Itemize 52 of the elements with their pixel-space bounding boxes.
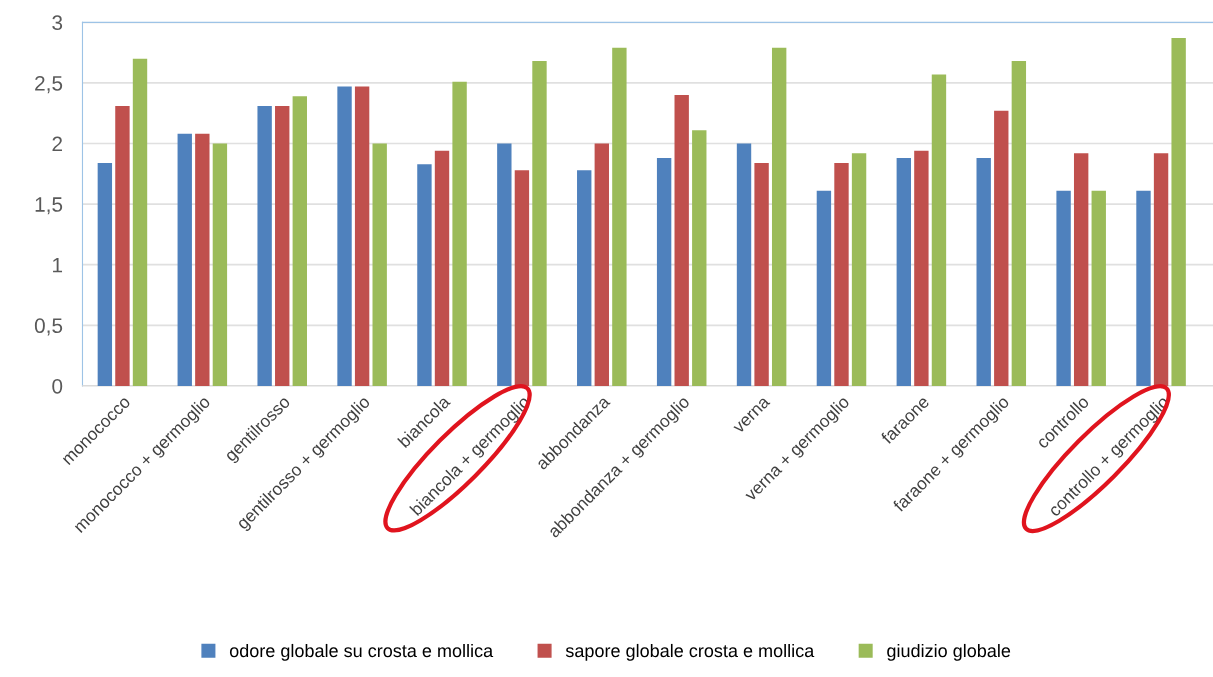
bar <box>754 162 769 386</box>
bar <box>994 110 1009 386</box>
legend-label: giudizio globale <box>887 643 1011 661</box>
bar <box>372 143 387 386</box>
bar <box>1073 153 1089 386</box>
bar <box>115 105 130 386</box>
bar <box>851 153 867 386</box>
bar <box>132 58 148 386</box>
legend-label: odore globale su crosta e mollica <box>229 643 494 661</box>
bar <box>674 95 689 386</box>
y-tick-label: 3 <box>52 15 63 31</box>
bar <box>736 143 752 386</box>
bar <box>292 96 307 386</box>
bar <box>257 105 272 386</box>
bar <box>656 158 672 386</box>
bar <box>195 133 210 386</box>
bar <box>434 150 450 386</box>
bar <box>532 61 547 386</box>
y-tick-label: 0,5 <box>34 318 63 336</box>
bar <box>177 133 192 386</box>
y-tick-label: 1,5 <box>35 197 63 215</box>
bar <box>896 158 911 386</box>
y-tick-label: 1 <box>53 257 63 273</box>
bar <box>514 170 530 386</box>
bar <box>816 190 832 386</box>
bar <box>692 130 707 386</box>
bar <box>612 47 627 386</box>
bar <box>976 158 991 386</box>
bar <box>417 164 432 386</box>
bar <box>931 74 947 386</box>
bar <box>275 105 290 386</box>
bar <box>834 162 849 386</box>
bar <box>1136 190 1151 386</box>
bar <box>594 143 609 386</box>
bar <box>771 47 787 386</box>
bar <box>212 143 228 386</box>
legend-label: sapore globale crosta e mollica <box>565 643 815 661</box>
bar <box>1171 38 1186 386</box>
bar <box>452 81 467 386</box>
bar <box>914 150 929 386</box>
bar <box>1011 61 1027 386</box>
bar <box>1056 190 1071 386</box>
bar <box>497 143 512 386</box>
bar <box>337 86 352 386</box>
bar <box>577 170 592 386</box>
y-tick-label: 2,5 <box>35 75 63 94</box>
y-tick-label: 0 <box>52 378 63 394</box>
bar <box>1153 153 1169 386</box>
y-tick-label: 2 <box>52 136 62 152</box>
bar <box>354 86 370 386</box>
bar <box>97 162 113 386</box>
bar <box>1091 190 1106 386</box>
